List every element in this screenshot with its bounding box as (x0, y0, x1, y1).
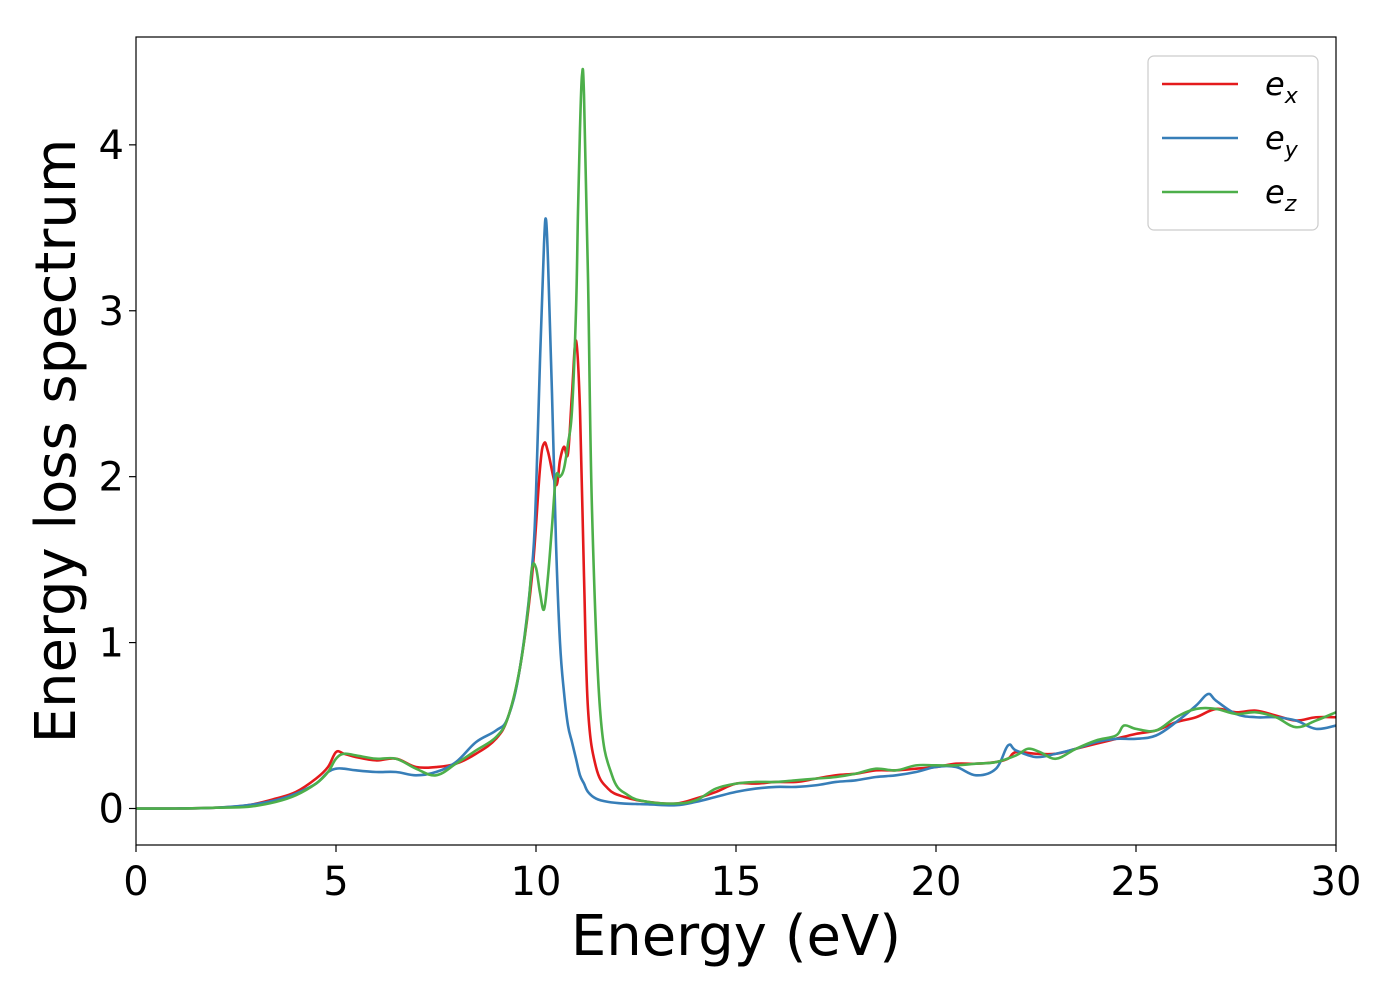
series-line-ez (136, 67, 1336, 810)
x-tick-label: 0 (123, 859, 148, 905)
x-tick-label: 15 (711, 859, 762, 905)
x-tick-label: 20 (911, 859, 962, 905)
y-tick-label: 0 (99, 786, 124, 832)
legend-box (1147, 55, 1319, 231)
y-tick-label: 1 (99, 621, 124, 667)
x-axis-ticks: 0 5 10 15 20 25 30 (123, 845, 1361, 905)
y-axis-label: Energy loss spectrum (24, 139, 89, 744)
y-tick-label: 3 (99, 289, 124, 335)
legend: ex ey ez (1147, 55, 1319, 231)
legend-label-ez: ez (1265, 173, 1297, 217)
legend-label-ex: ex (1265, 65, 1299, 109)
series-line-ey (136, 217, 1336, 810)
y-tick-label: 4 (99, 123, 124, 169)
x-tick-label: 10 (511, 859, 562, 905)
x-axis-label: Energy (eV) (571, 904, 901, 969)
series-line-ex (136, 339, 1336, 810)
plot-lines (136, 67, 1336, 810)
x-tick-label: 5 (323, 859, 348, 905)
legend-label-ey: ey (1265, 119, 1299, 163)
x-tick-label: 30 (1311, 859, 1362, 905)
y-tick-label: 2 (99, 455, 124, 501)
y-axis-ticks: 0 1 2 3 4 (99, 123, 136, 832)
x-tick-label: 25 (1111, 859, 1162, 905)
